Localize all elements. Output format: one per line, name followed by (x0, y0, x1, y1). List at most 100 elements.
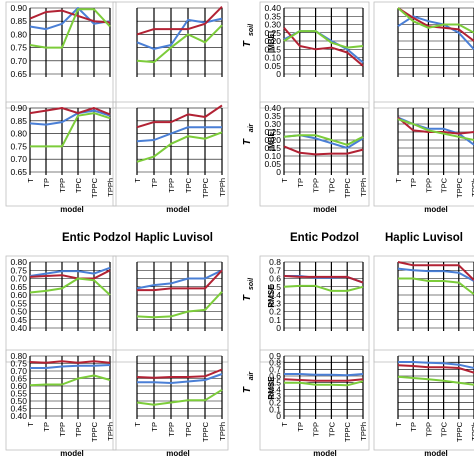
chart-hl_rsq_air: T TP TPP TPC TPPC TPPh model (112, 101, 229, 214)
y-axis-variable: T (242, 40, 253, 47)
x-tick-label: TPC (440, 177, 449, 193)
x-tick-label: T (26, 422, 35, 427)
y-axis-subscript: air (248, 122, 255, 132)
series-line-blue (398, 361, 474, 369)
series-line-blue (137, 373, 223, 384)
chart-frame (5, 101, 117, 207)
chart-hl_rsq2_soil (112, 255, 229, 363)
chart-panels: 0.650.700.750.800.850.9000.050.100.150.2… (5, 1, 474, 458)
y-tick-label: 0 (276, 411, 281, 421)
chart-frame (259, 101, 370, 207)
x-tick-label: TPPh (359, 422, 368, 441)
y-axis-metric: |MBE| (267, 31, 276, 53)
y-tick-label: 0.3 (269, 391, 281, 401)
series-line-blue (136, 17, 223, 50)
y-tick-label: 0.5 (269, 378, 281, 388)
y-axis-variable: T (242, 386, 253, 393)
x-tick-label: TPP (58, 422, 67, 437)
chart-hl_rmse_soil (373, 255, 474, 363)
series-line-green (136, 388, 223, 406)
x-tick-label: TPC (327, 177, 336, 193)
y-tick-label: 0.2 (269, 307, 281, 317)
y-tick-label: 0.7 (269, 364, 281, 374)
y-tick-label: 0.70 (10, 56, 27, 66)
y-tick-label: 0.70 (10, 154, 27, 164)
x-tick-label: T (133, 422, 142, 427)
x-tick-label: TPC (184, 421, 193, 437)
x-tick-label: TPC (327, 421, 336, 437)
y-tick-label: 0.90 (10, 103, 27, 113)
chart-frame (112, 349, 229, 451)
series-line-red (283, 27, 364, 67)
x-tick-label: TPPh (218, 178, 227, 197)
y-tick-label: 0.25 (264, 28, 281, 38)
y-axis-metric: RMSE (267, 376, 276, 400)
series-line-green (283, 284, 364, 292)
y-tick-label: 0.15 (264, 44, 281, 54)
series-line-red (397, 261, 474, 281)
series-line-green (397, 375, 474, 386)
chart-ep_rsq2_soil: 0.400.450.500.550.600.650.700.750.80 (5, 255, 117, 363)
x-tick-label: T (26, 178, 35, 183)
y-tick-label: 0.8 (269, 257, 281, 267)
y-tick-label: 0.75 (10, 359, 27, 369)
chart-ep_mbe_air: 00.050.100.150.200.250.300.350.40 T TP TPP T… (259, 101, 370, 214)
y-axis-metric: |MBE| (267, 129, 276, 151)
y-tick-label: 0.05 (264, 159, 281, 169)
x-tick-label: TPPC (343, 177, 352, 198)
y-tick-label: 0.9 (269, 351, 281, 361)
x-tick-label: TPC (74, 421, 83, 437)
x-tick-label: TPPh (470, 178, 474, 197)
series-line-red (29, 107, 111, 116)
y-axis-variable: T (242, 294, 253, 301)
y-tick-label: 0.85 (10, 16, 27, 26)
x-axis-title: model (166, 449, 190, 458)
series-line-red (136, 368, 223, 379)
y-axis-subscript: air (248, 370, 255, 380)
y-tick-label: 0.65 (10, 167, 27, 177)
y-tick-label: 0.8 (269, 358, 281, 368)
series-line-blue (29, 266, 111, 277)
y-tick-label: 0.85 (10, 116, 27, 126)
series-line-red (136, 104, 223, 129)
y-tick-label: 0.2 (269, 398, 281, 408)
y-tick-label: 0.65 (10, 374, 27, 384)
y-tick-label: 0.30 (264, 119, 281, 129)
series-line-green (29, 8, 111, 49)
y-tick-label: 0.75 (10, 43, 27, 53)
y-tick-label: 0.1 (269, 315, 281, 325)
y-tick-label: 0.75 (10, 141, 27, 151)
series-line-green (283, 30, 364, 49)
y-tick-label: 0.35 (264, 11, 281, 21)
x-tick-label: TPP (58, 178, 67, 193)
series-line-blue (136, 126, 222, 143)
y-tick-label: 0.90 (10, 3, 27, 13)
series-line-blue (136, 269, 223, 290)
series-line-red (283, 145, 364, 156)
y-tick-label: 0.80 (10, 29, 27, 39)
y-tick-label: 0.75 (10, 265, 27, 275)
series-line-blue (30, 364, 111, 369)
x-tick-label: TPP (167, 178, 176, 193)
series-line-green (136, 291, 223, 319)
y-tick-label: 0.4 (269, 290, 281, 300)
x-tick-label: TPC (74, 177, 83, 193)
y-tick-label: 0.3 (269, 298, 281, 308)
y-axis-variable: T (242, 138, 253, 145)
series-line-green (397, 118, 474, 141)
y-tick-label: 0.55 (10, 389, 27, 399)
x-tick-label: TP (296, 422, 305, 432)
x-tick-label: TPPC (201, 421, 210, 442)
series-line-green (397, 7, 474, 34)
x-tick-label: T (280, 178, 289, 183)
series-line-red (29, 360, 111, 364)
x-tick-label: TP (42, 178, 51, 188)
series-line-green (29, 374, 111, 387)
y-tick-label: 0.4 (269, 384, 281, 394)
y-tick-label: 0.65 (10, 282, 27, 292)
y-tick-label: 0.50 (10, 307, 27, 317)
